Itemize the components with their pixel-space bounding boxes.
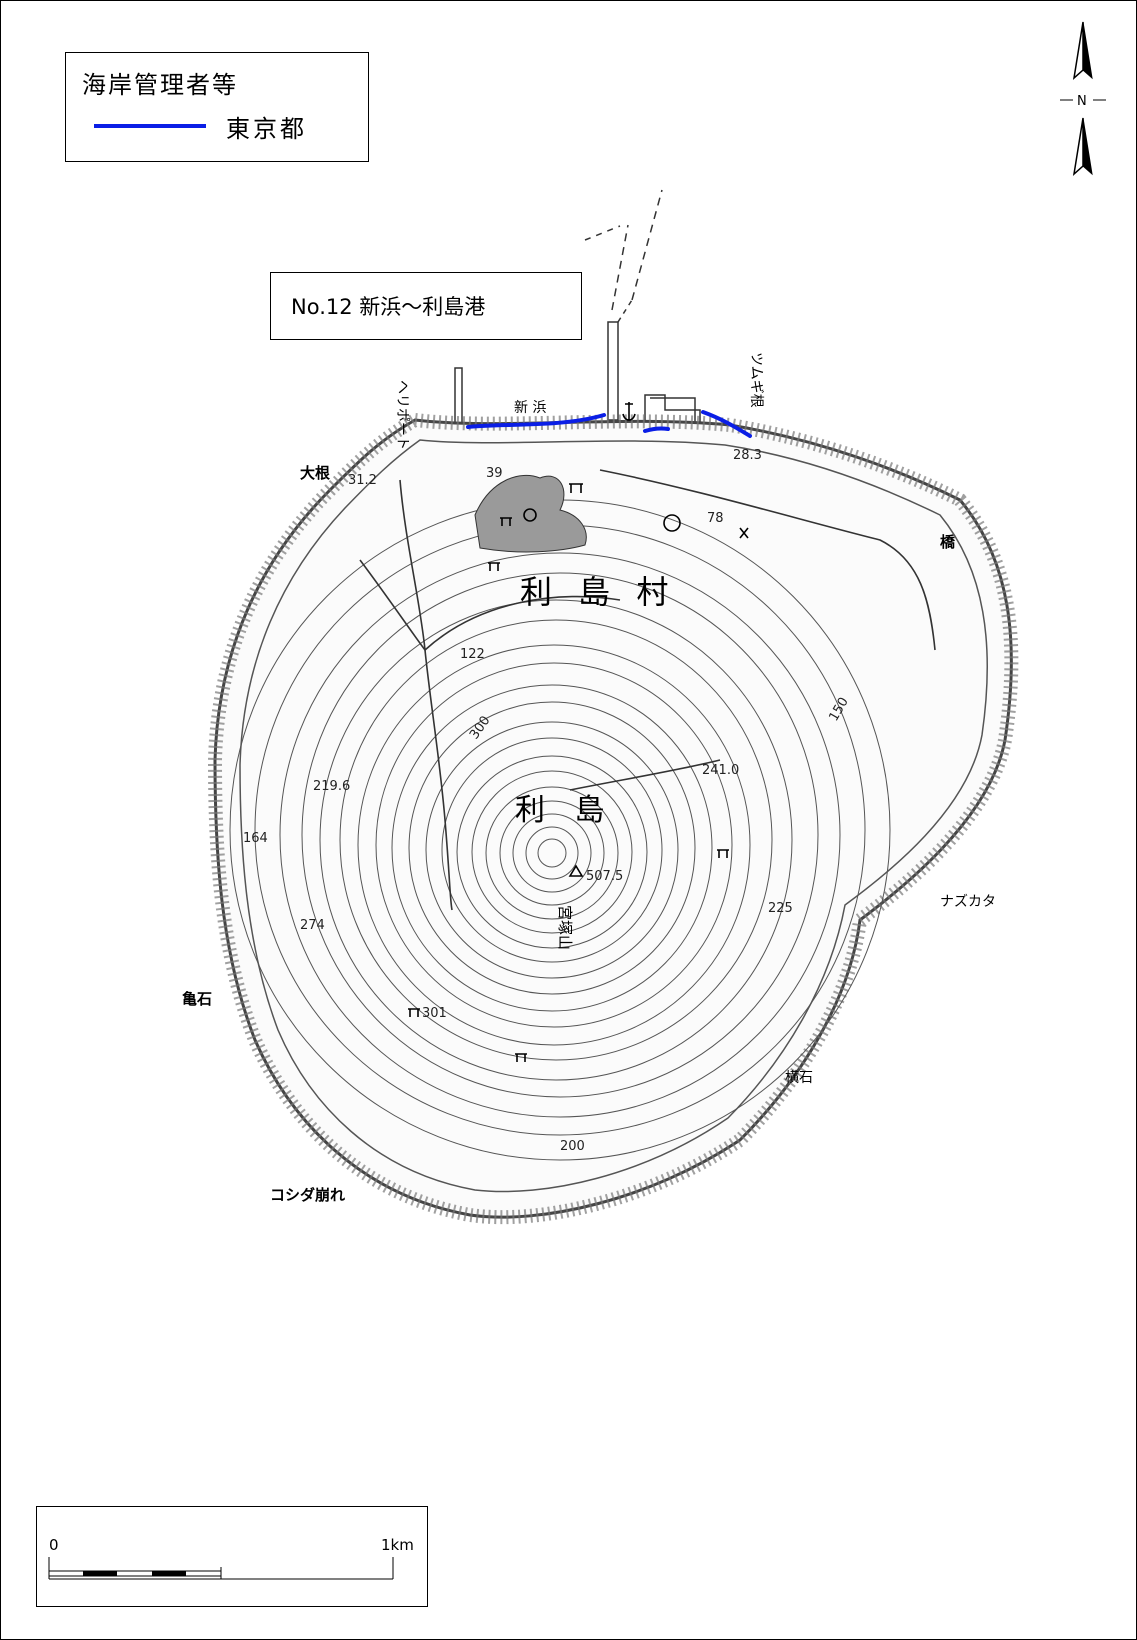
elevation-312: 31.2 xyxy=(348,473,377,488)
legend-tokyo-line-swatch xyxy=(94,124,206,128)
legend-box: 海岸管理者等 東京都 xyxy=(65,52,369,162)
elevation-2196: 219.6 xyxy=(313,779,350,794)
scale-bar: 0 1km xyxy=(48,1536,414,1580)
tsumugi-ne-label: ツムギ根 xyxy=(748,352,764,408)
scale-end-label: 1km xyxy=(381,1536,414,1554)
koshida-label: コシダ崩れ xyxy=(270,1186,345,1204)
elevation-283: 28.3 xyxy=(733,448,762,463)
shinhama-label: 新 浜 xyxy=(514,400,546,416)
north-arrow[interactable]: N xyxy=(1060,21,1106,176)
village-area xyxy=(474,474,587,553)
elevation-122: 122 xyxy=(460,647,485,662)
hashi-label: 橋 xyxy=(940,533,956,551)
section-label-box: No.12 新浜〜利島港 xyxy=(270,272,582,340)
one-label: 大根 xyxy=(300,464,330,482)
map-symbols xyxy=(408,402,749,1062)
heliport-label: ヘリポート xyxy=(394,380,410,450)
elevation-200: 200 xyxy=(560,1139,585,1154)
elevation-78: 78 xyxy=(707,511,724,526)
peak-name-label: 宮塚山 xyxy=(556,905,574,950)
peak-elevation-label: 507.5 xyxy=(586,869,623,884)
legend-tokyo-label: 東京都 xyxy=(226,115,307,143)
north-label: N xyxy=(1077,94,1087,109)
roads xyxy=(359,469,936,911)
tokyo-managed-coast xyxy=(466,410,752,438)
elevation-39: 39 xyxy=(486,466,503,481)
legend-title: 海岸管理者等 xyxy=(82,71,238,99)
yokoishi-label: 横石 xyxy=(785,1070,813,1086)
elevation-301: 301 xyxy=(422,1006,447,1021)
elevation-274: 274 xyxy=(300,918,325,933)
harbor-structures xyxy=(454,189,701,441)
island-inner-coast xyxy=(239,439,988,1193)
elevation-164: 164 xyxy=(243,831,268,846)
section-label: No.12 新浜〜利島港 xyxy=(291,295,486,319)
elevation-2410: 241.0 xyxy=(702,763,739,778)
village-name-label: 利 島 村 xyxy=(520,573,676,611)
scale-start-label: 0 xyxy=(49,1536,59,1554)
island-cliff-band xyxy=(207,412,1019,1225)
kameishi-label: 亀石 xyxy=(182,990,212,1008)
nazukata-label: ナズカタ xyxy=(940,894,996,910)
elevation-225: 225 xyxy=(768,901,793,916)
contour-lines xyxy=(229,499,891,1161)
scale-box: 0 1km xyxy=(36,1506,428,1607)
island-name-label: 利 島 xyxy=(515,793,615,828)
